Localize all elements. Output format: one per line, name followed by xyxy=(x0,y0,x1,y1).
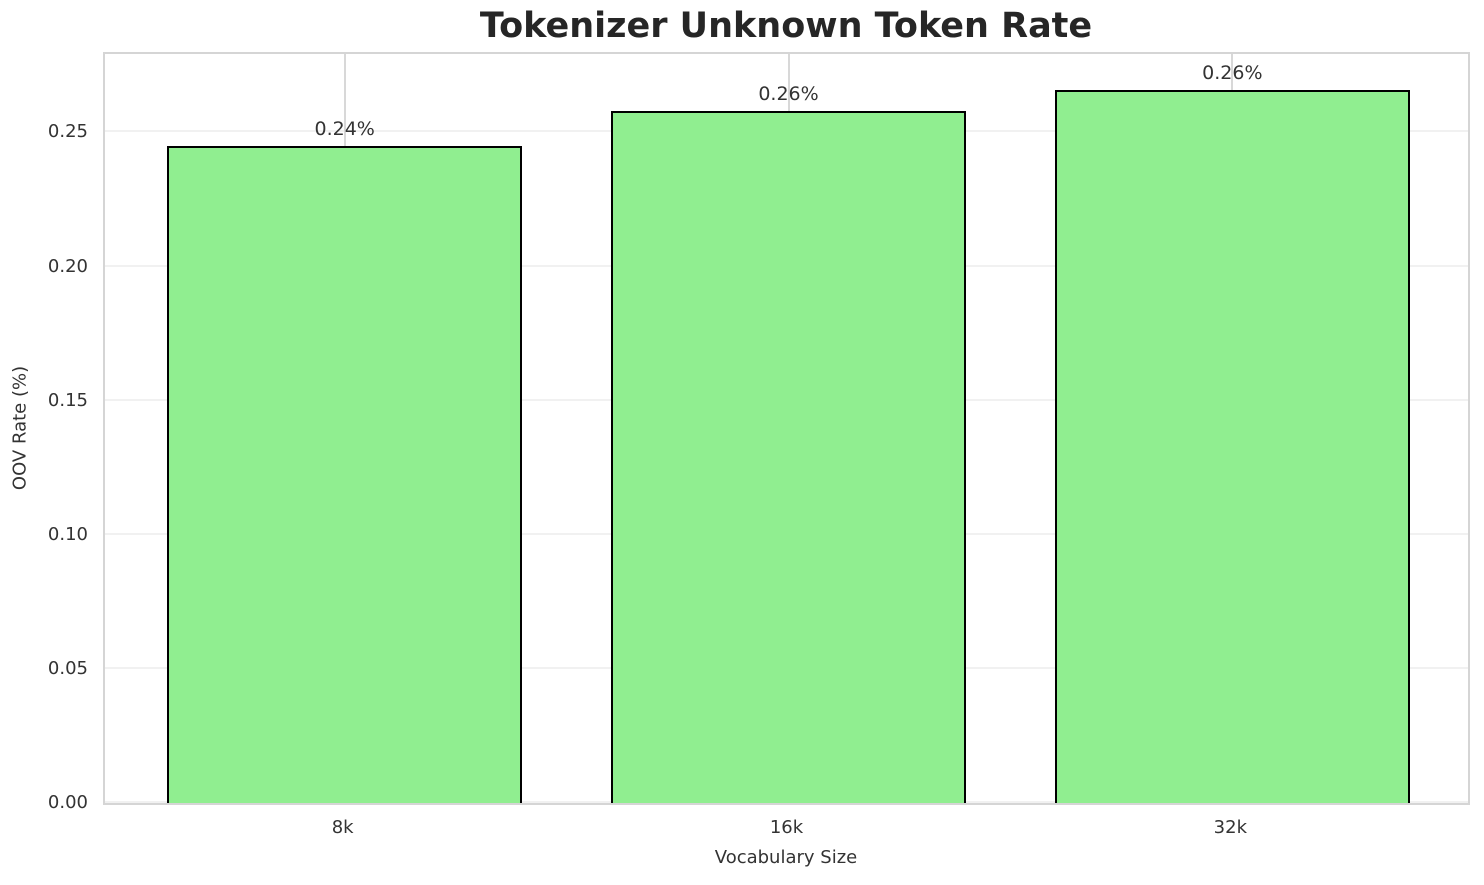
x-axis-label: Vocabulary Size xyxy=(714,847,858,868)
x-tick-label: 32k xyxy=(1213,817,1247,838)
bar xyxy=(1054,89,1410,803)
y-tick-label: 0.20 xyxy=(47,255,88,277)
y-axis-label: OOV Rate (%) xyxy=(9,365,31,491)
plot-area: 0.24% 0.26% 0.26% xyxy=(103,52,1470,805)
bar-value-label: 0.26% xyxy=(758,83,819,106)
x-tick-label: 8k xyxy=(331,817,354,838)
bar-value-label: 0.24% xyxy=(314,117,375,140)
y-tick-label: 0.05 xyxy=(47,657,88,679)
chart-title: Tokenizer Unknown Token Rate xyxy=(479,6,1093,46)
y-tick-label: 0.00 xyxy=(47,792,88,813)
bar-value-label: 0.26% xyxy=(1202,61,1263,84)
bar xyxy=(167,145,523,803)
x-tick-label: 16k xyxy=(769,817,804,838)
y-tick-label: 0.15 xyxy=(47,389,88,411)
y-tick-label: 0.25 xyxy=(47,121,88,143)
bar xyxy=(610,111,967,803)
y-tick-label: 0.10 xyxy=(47,523,88,545)
